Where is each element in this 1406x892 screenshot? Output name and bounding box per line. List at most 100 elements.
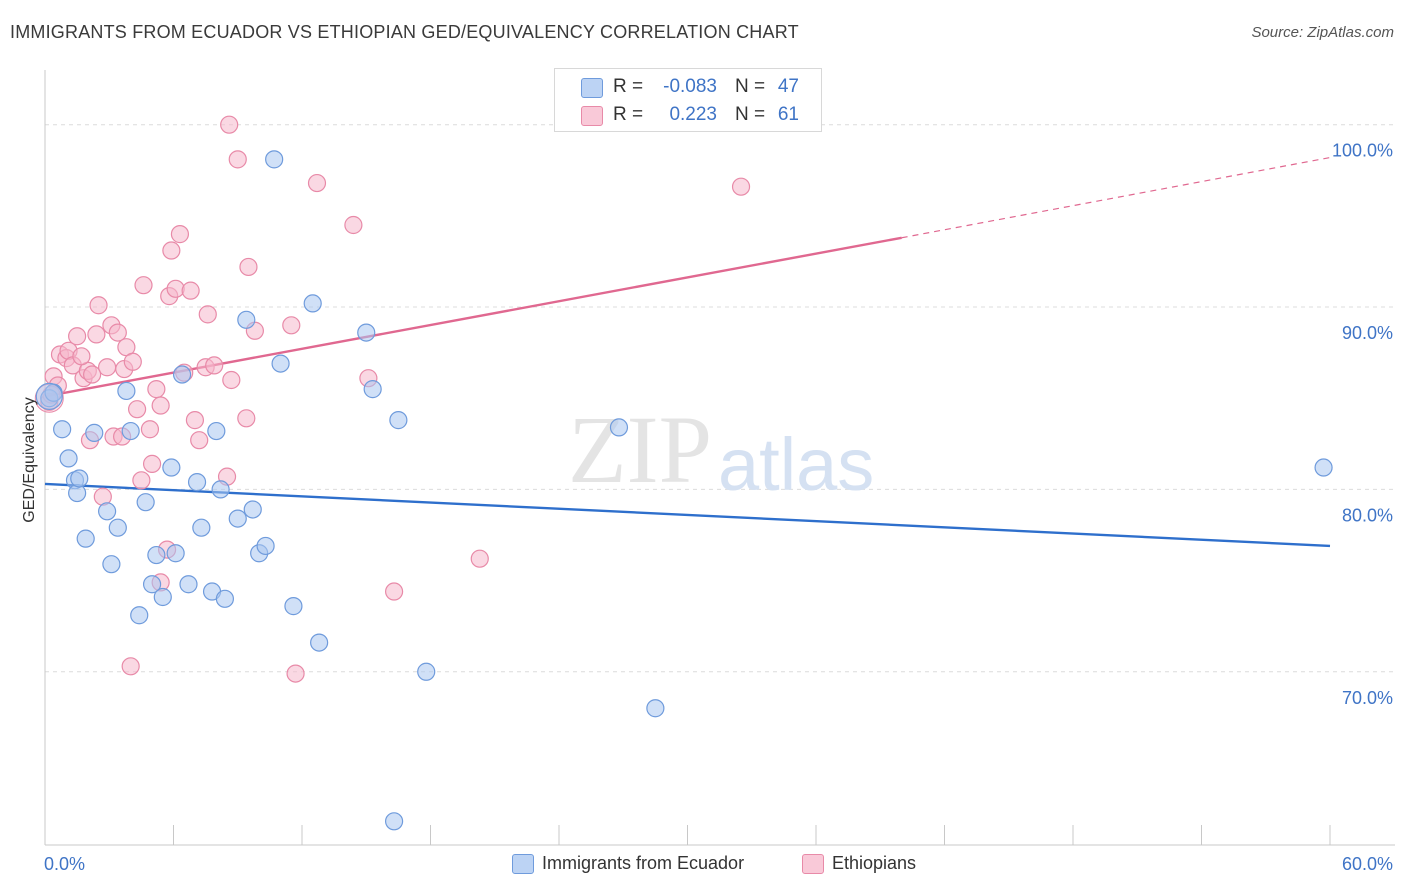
- data-point: [130, 606, 149, 625]
- r-label: R =: [613, 76, 644, 97]
- data-point: [108, 323, 127, 342]
- data-point: [237, 409, 256, 428]
- grid-lines: [45, 124, 1395, 673]
- data-point: [121, 421, 140, 441]
- data-point: [70, 469, 89, 488]
- data-point: [89, 296, 108, 315]
- n-value: 61: [777, 104, 799, 125]
- data-point: [646, 699, 665, 718]
- stats-legend: R = -0.083 N = 47 R = 0.223 N = 61: [554, 68, 822, 132]
- axes: [44, 70, 1395, 846]
- data-point: [72, 347, 91, 366]
- data-point: [284, 597, 303, 616]
- data-point: [147, 545, 166, 565]
- data-point: [205, 356, 224, 375]
- r-value: 0.223: [669, 104, 717, 125]
- x-tick-label: 60.0%: [1342, 854, 1393, 874]
- data-point: [170, 225, 190, 244]
- data-point: [731, 177, 751, 196]
- data-point: [166, 279, 185, 298]
- data-point: [179, 575, 198, 594]
- data-point: [303, 294, 322, 313]
- data-point: [83, 365, 102, 384]
- data-point: [153, 587, 172, 607]
- data-point: [417, 662, 436, 681]
- data-point: [85, 423, 104, 442]
- data-point: [389, 411, 408, 430]
- data-point: [142, 575, 162, 594]
- series-ecuador: [35, 150, 1333, 831]
- data-point: [363, 380, 382, 399]
- data-point: [76, 529, 95, 548]
- data-point: [207, 421, 226, 441]
- legend-swatch-pink: [802, 854, 824, 874]
- data-point: [98, 502, 117, 521]
- data-point: [222, 370, 241, 390]
- data-point: [108, 518, 127, 537]
- data-point-cluster: [35, 382, 63, 411]
- legend-swatch-blue: [512, 854, 534, 874]
- data-point: [123, 352, 142, 371]
- data-point: [98, 358, 117, 377]
- trend-line: [44, 482, 1331, 548]
- data-point: [87, 325, 106, 344]
- data-point: [192, 518, 211, 537]
- data-point: [136, 493, 155, 512]
- data-point: [185, 411, 205, 430]
- data-point: [1314, 458, 1333, 477]
- data-point: [187, 473, 207, 492]
- data-point: [357, 323, 376, 342]
- data-point: [384, 582, 404, 601]
- legend-label-ecuador: Immigrants from Ecuador: [542, 853, 745, 873]
- data-point: [344, 215, 363, 235]
- watermark: ZIP atlas: [568, 396, 874, 506]
- stats-row-ecuador: R = -0.083 N = 47: [555, 73, 821, 101]
- data-point: [53, 420, 72, 439]
- x-tick-label: 0.0%: [44, 854, 85, 874]
- r-label: R =: [613, 104, 644, 125]
- data-point: [134, 276, 153, 295]
- data-point: [307, 173, 327, 193]
- y-tick-label: 90.0%: [1342, 323, 1393, 343]
- data-point: [140, 420, 160, 439]
- series-legend: Immigrants from Ecuador Ethiopians: [0, 852, 1406, 878]
- data-point: [68, 327, 87, 346]
- tick-labels: 70.0% 80.0% 90.0% 100.0% 0.0% 60.0%: [44, 141, 1393, 874]
- data-point: [121, 657, 140, 676]
- data-point: [181, 281, 200, 300]
- data-point: [127, 400, 147, 419]
- watermark-zip: ZIP: [568, 396, 712, 503]
- y-tick-label: 80.0%: [1342, 505, 1393, 525]
- n-label: N =: [735, 76, 766, 97]
- data-point: [142, 454, 162, 473]
- data-point: [151, 396, 170, 415]
- data-point: [117, 381, 136, 401]
- data-point: [271, 354, 290, 373]
- stats-row-ethiopians: R = 0.223 N = 61: [555, 101, 821, 129]
- data-point: [470, 549, 489, 568]
- data-point: [162, 458, 181, 477]
- data-point: [166, 544, 185, 563]
- data-point: [211, 480, 230, 499]
- n-label: N =: [735, 104, 766, 125]
- legend-label-ethiopians: Ethiopians: [832, 853, 917, 873]
- data-point: [265, 150, 284, 169]
- data-point: [228, 150, 247, 169]
- data-point: [215, 589, 234, 608]
- data-point: [102, 555, 121, 574]
- y-tick-label: 100.0%: [1332, 141, 1393, 161]
- trend-line: [901, 156, 1331, 239]
- legend-swatch-blue: [581, 78, 603, 98]
- n-value: 47: [777, 76, 799, 97]
- data-point: [282, 316, 301, 335]
- data-point: [286, 664, 305, 683]
- data-point: [243, 500, 262, 519]
- y-tick-label: 70.0%: [1342, 688, 1393, 708]
- data-point: [198, 305, 217, 324]
- chart-title: IMMIGRANTS FROM ECUADOR VS ETHIOPIAN GED…: [10, 22, 799, 42]
- data-point: [59, 449, 78, 468]
- data-point: [237, 310, 256, 329]
- watermark-atlas: atlas: [718, 423, 874, 506]
- source-label: Source: ZipAtlas.com: [1251, 24, 1394, 41]
